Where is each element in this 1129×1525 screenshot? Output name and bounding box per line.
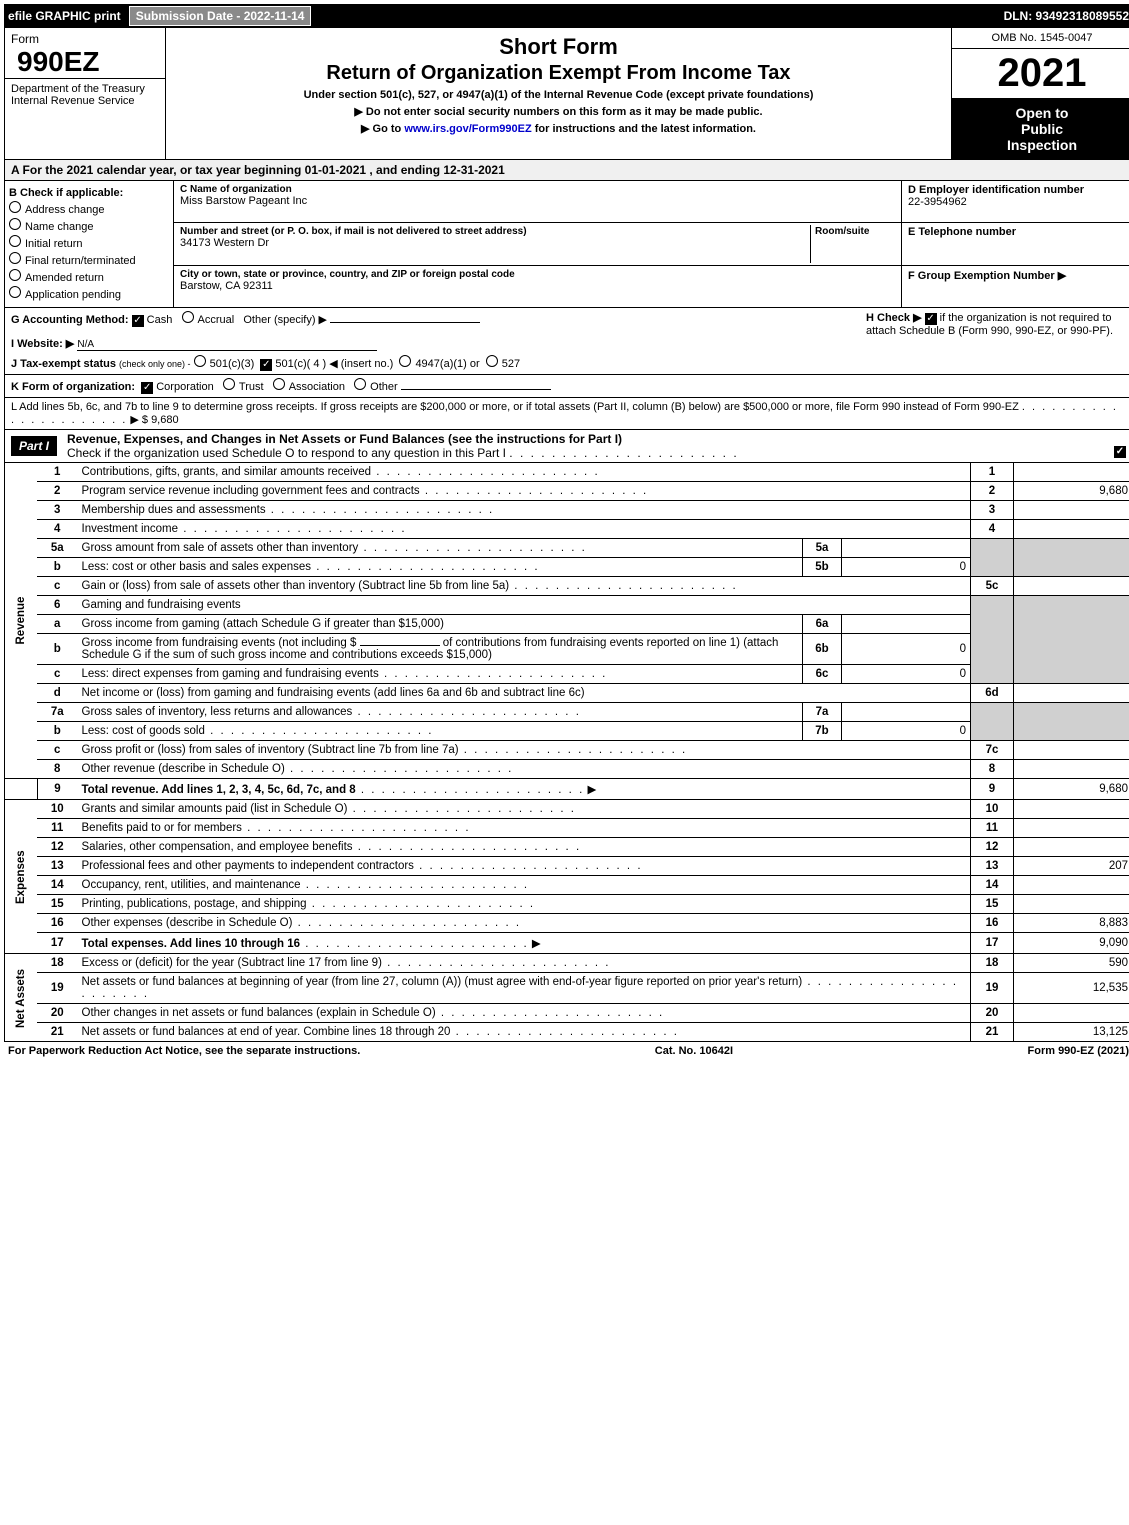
check-corporation[interactable]: ✓	[141, 382, 153, 394]
line7c-amount	[1014, 741, 1129, 760]
line19-amount: 12,535	[1014, 973, 1129, 1004]
city-state-zip: Barstow, CA 92311	[180, 280, 273, 292]
line5b-subval: 0	[842, 558, 971, 577]
line2-amount: 9,680	[1014, 482, 1129, 501]
line17-amount: 9,090	[1014, 933, 1129, 954]
street-address: 34173 Western Dr	[180, 237, 269, 249]
org-name: Miss Barstow Pageant Inc	[180, 195, 307, 207]
financial-table: Revenue 1 Contributions, gifts, grants, …	[4, 463, 1129, 1042]
check-schedule-b[interactable]: ✓	[925, 313, 937, 325]
omb-number: OMB No. 1545-0047	[952, 28, 1129, 49]
revenue-side-label: Revenue	[5, 463, 38, 779]
form-ref: Form 990-EZ (2021)	[1028, 1045, 1129, 1057]
irs-link[interactable]: www.irs.gov/Form990EZ	[404, 123, 531, 135]
line6b-subval: 0	[842, 634, 971, 665]
line18-amount: 590	[1014, 954, 1129, 973]
line5c-amount	[1014, 577, 1129, 596]
line11-amount	[1014, 819, 1129, 838]
line-a-calendar-year: A For the 2021 calendar year, or tax yea…	[4, 160, 1129, 181]
check-schedule-o[interactable]: ✓	[1114, 446, 1126, 458]
form-header: Form 990EZ Department of the Treasury In…	[4, 28, 1129, 160]
check-501c3[interactable]	[194, 355, 206, 367]
line14-amount	[1014, 876, 1129, 895]
website-value: N/A	[77, 339, 94, 350]
info-grid: B Check if applicable: Address change Na…	[4, 181, 1129, 308]
department-label: Department of the Treasury Internal Reve…	[5, 79, 165, 111]
short-form-title: Short Form	[172, 34, 945, 60]
form-word: Form	[11, 32, 159, 46]
return-title: Return of Organization Exempt From Incom…	[172, 62, 945, 85]
submission-date: Submission Date - 2022-11-14	[129, 6, 312, 26]
expenses-side-label: Expenses	[5, 800, 38, 954]
form-number: 990EZ	[11, 46, 159, 78]
note-ssn: ▶ Do not enter social security numbers o…	[172, 105, 945, 118]
check-final-return[interactable]	[9, 252, 21, 264]
top-bar: efile GRAPHIC print Submission Date - 20…	[4, 4, 1129, 28]
check-4947[interactable]	[399, 355, 411, 367]
line16-amount: 8,883	[1014, 914, 1129, 933]
line10-amount	[1014, 800, 1129, 819]
line6a-subval	[842, 615, 971, 634]
section-c: C Name of organization Miss Barstow Page…	[174, 181, 901, 307]
paperwork-notice: For Paperwork Reduction Act Notice, see …	[8, 1045, 360, 1057]
line6c-subval: 0	[842, 665, 971, 684]
check-address-change[interactable]	[9, 201, 21, 213]
check-amended-return[interactable]	[9, 269, 21, 281]
row-gh: G Accounting Method: ✓ Cash Accrual Othe…	[4, 308, 1129, 375]
check-accrual[interactable]	[182, 311, 194, 323]
check-other-org[interactable]	[354, 378, 366, 390]
row-k: K Form of organization: ✓ Corporation Tr…	[4, 375, 1129, 398]
subtitle: Under section 501(c), 527, or 4947(a)(1)…	[172, 89, 945, 101]
note-website: ▶ Go to www.irs.gov/Form990EZ for instru…	[172, 122, 945, 135]
line6d-amount	[1014, 684, 1129, 703]
check-application-pending[interactable]	[9, 286, 21, 298]
tax-year: 2021	[952, 49, 1129, 99]
net-assets-side-label: Net Assets	[5, 954, 38, 1042]
check-initial-return[interactable]	[9, 235, 21, 247]
line5a-subval	[842, 539, 971, 558]
row-l: L Add lines 5b, 6c, and 7b to line 9 to …	[4, 398, 1129, 430]
line1-amount	[1014, 463, 1129, 482]
line4-amount	[1014, 520, 1129, 539]
part1-label: Part I	[11, 436, 57, 456]
line21-amount: 13,125	[1014, 1023, 1129, 1042]
section-def: D Employer identification number 22-3954…	[901, 181, 1129, 307]
line3-amount	[1014, 501, 1129, 520]
check-cash[interactable]: ✓	[132, 315, 144, 327]
ein-value: 22-3954962	[908, 196, 967, 208]
line9-amount: 9,680	[1014, 779, 1129, 800]
open-to-public: Open to Public Inspection	[952, 99, 1129, 159]
footer: For Paperwork Reduction Act Notice, see …	[4, 1042, 1129, 1060]
check-trust[interactable]	[223, 378, 235, 390]
check-association[interactable]	[273, 378, 285, 390]
line8-amount	[1014, 760, 1129, 779]
gross-receipts-amount: 9,680	[151, 414, 179, 426]
check-527[interactable]	[486, 355, 498, 367]
efile-label: efile GRAPHIC print	[8, 9, 121, 23]
dln-label: DLN: 93492318089552	[1004, 9, 1129, 23]
line7a-subval	[842, 703, 971, 722]
line15-amount	[1014, 895, 1129, 914]
check-501c[interactable]: ✓	[260, 359, 272, 371]
line12-amount	[1014, 838, 1129, 857]
line20-amount	[1014, 1004, 1129, 1023]
catalog-number: Cat. No. 10642I	[655, 1045, 733, 1057]
line13-amount: 207	[1014, 857, 1129, 876]
check-name-change[interactable]	[9, 218, 21, 230]
part1-header-row: Part I Revenue, Expenses, and Changes in…	[4, 430, 1129, 463]
line7b-subval: 0	[842, 722, 971, 741]
section-b: B Check if applicable: Address change Na…	[5, 181, 174, 307]
